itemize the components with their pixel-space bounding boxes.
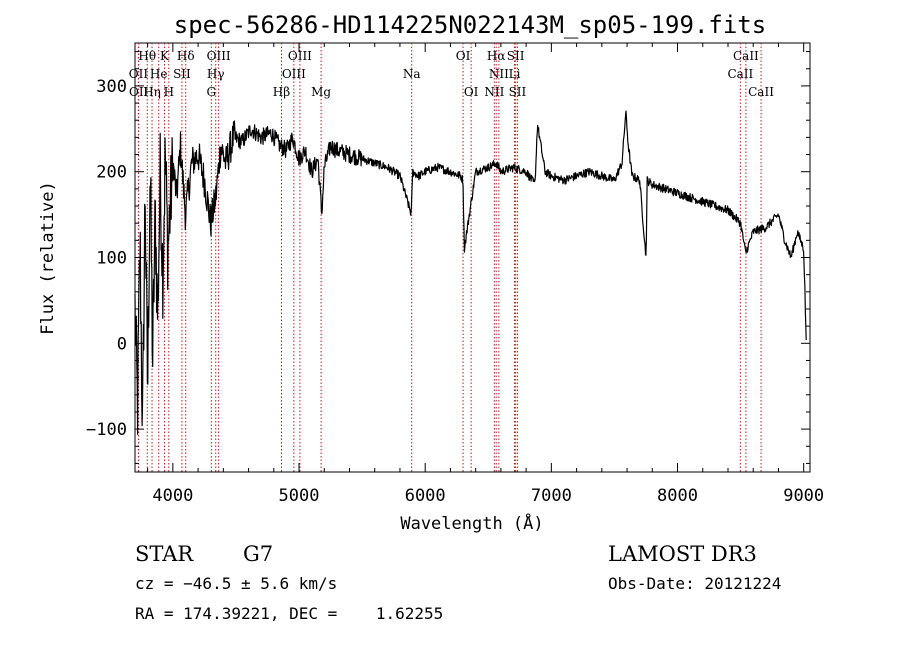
spectral-line-label: SII	[173, 67, 191, 81]
y-tick-label: 0	[117, 334, 127, 354]
x-tick-label: 6000	[405, 486, 446, 506]
coordinates: RA = 174.39221, DEC = 1.62255	[135, 604, 443, 623]
spectral-line-label: OIII	[207, 49, 231, 63]
spectral-line-label: OIII	[288, 49, 312, 63]
spectral-line-label: Na	[403, 67, 421, 81]
spectral-line-label: Li	[509, 67, 521, 81]
x-tick-label: 5000	[279, 486, 320, 506]
survey-name: LAMOST DR3	[608, 542, 757, 566]
x-tick-label: 9000	[783, 486, 824, 506]
spectral-line-label: H	[164, 85, 174, 99]
spectral-line-label: NII	[484, 85, 504, 99]
spectral-line-label: OI	[456, 49, 471, 63]
spectral-line-label: Mg	[311, 85, 331, 99]
spectral-subclass: G7	[243, 542, 273, 566]
spectral-line-label: OIII	[282, 67, 306, 81]
y-tick-label: 300	[96, 77, 127, 97]
plot-frame	[134, 42, 811, 473]
x-tick-label: 4000	[152, 486, 193, 506]
spectral-line-label: Hγ	[207, 67, 225, 81]
y-axis-ticks: −100 0 100 200 300	[86, 51, 810, 464]
spectral-line-markers	[137, 43, 762, 472]
x-tick-label: 8000	[657, 486, 698, 506]
x-tick-label: 7000	[531, 486, 572, 506]
spectral-line-label: SII	[507, 49, 525, 63]
spectral-line-label: OII	[129, 67, 149, 81]
spectral-line-label: Hδ	[177, 49, 195, 63]
spectral-line-label: K	[160, 49, 170, 63]
spectral-line-label: G	[207, 85, 217, 99]
y-axis-label: Flux (relative)	[38, 181, 58, 335]
spectral-line-label: CaII	[727, 67, 753, 81]
spectral-line-label: Hη	[143, 85, 161, 99]
observation-date: Obs-Date: 20121224	[608, 574, 781, 593]
spectral-line-label: Hβ	[273, 85, 290, 99]
x-axis-label: Wavelength (Å)	[400, 512, 543, 534]
spectrum-series-line	[134, 110, 807, 435]
y-tick-label: 200	[96, 163, 127, 183]
spectral-line-label: CaII	[733, 49, 759, 63]
y-tick-label: −100	[86, 420, 127, 440]
spectral-line-label: OI	[464, 85, 479, 99]
object-type: STAR	[135, 542, 194, 566]
y-tick-label: 100	[96, 249, 127, 269]
spectral-line-label: Hθ	[138, 49, 156, 63]
chart-title: spec-56286-HD114225N022143M_sp05-199.fit…	[174, 11, 766, 39]
spectral-line-label: He	[150, 67, 168, 81]
spectral-line-label: CaII	[748, 85, 774, 99]
spectral-line-label: SII	[509, 85, 527, 99]
spectral-line-label: NII	[489, 67, 509, 81]
redshift-cz: cz = −46.5 ± 5.6 km/s	[135, 574, 337, 593]
spectral-line-label: OII	[129, 85, 149, 99]
spectral-line-label: Hα	[487, 49, 506, 63]
x-axis-ticks: 4000 5000 6000 7000 8000 9000	[147, 43, 824, 506]
